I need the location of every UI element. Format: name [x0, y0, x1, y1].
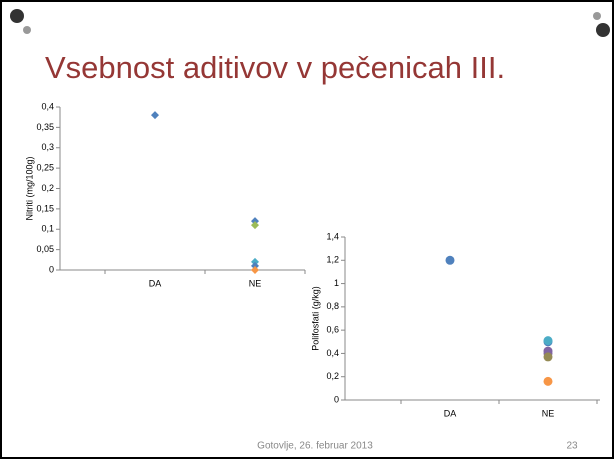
y-tick-label: 0,05 [36, 244, 54, 254]
footer: Gotovlje, 26. februar 2013 [257, 441, 373, 452]
decor-dot [10, 9, 24, 23]
point [543, 376, 553, 386]
point [251, 257, 259, 266]
point [251, 266, 259, 274]
y-axis-label: Polifosfati (g/kg) [310, 286, 320, 351]
decor-dot [23, 26, 31, 34]
decor-dot [596, 23, 610, 37]
slide-title: Vsebnost aditivov v pečenicah III. [45, 50, 505, 85]
y-tick-label: 1 [334, 278, 339, 288]
x-tick-label: NE [542, 408, 555, 418]
y-tick-label: 0,4 [41, 101, 54, 111]
point [543, 336, 553, 346]
x-tick-label: DA [444, 408, 457, 418]
y-tick-label: 0,8 [326, 301, 339, 311]
y-tick-label: 0,6 [326, 325, 339, 335]
y-tick-label: 0,1 [41, 224, 54, 234]
x-tick-label: NE [249, 278, 262, 288]
point [251, 261, 259, 270]
y-tick-label: 0,15 [36, 203, 54, 213]
point [251, 217, 259, 226]
y-tick-label: 0,3 [41, 142, 54, 152]
point [151, 111, 159, 120]
y-tick-label: 0,2 [41, 183, 54, 193]
y-tick-label: 0,4 [326, 348, 339, 358]
y-tick-label: 0 [334, 394, 339, 404]
y-tick-label: 0 [49, 264, 54, 274]
x-tick-label: DA [149, 278, 162, 288]
y-tick-label: 1,4 [326, 231, 339, 241]
y-axis-label: Nitriti (mg/100g) [24, 156, 34, 220]
y-tick-label: 0,2 [326, 371, 339, 381]
y-tick-label: 0,25 [36, 163, 54, 173]
decor-dot [593, 12, 601, 20]
point [543, 352, 553, 362]
page-number: 23 [566, 441, 578, 452]
point [445, 255, 455, 265]
point [251, 221, 259, 230]
y-tick-label: 1,2 [326, 255, 339, 265]
y-tick-label: 0,35 [36, 122, 54, 132]
